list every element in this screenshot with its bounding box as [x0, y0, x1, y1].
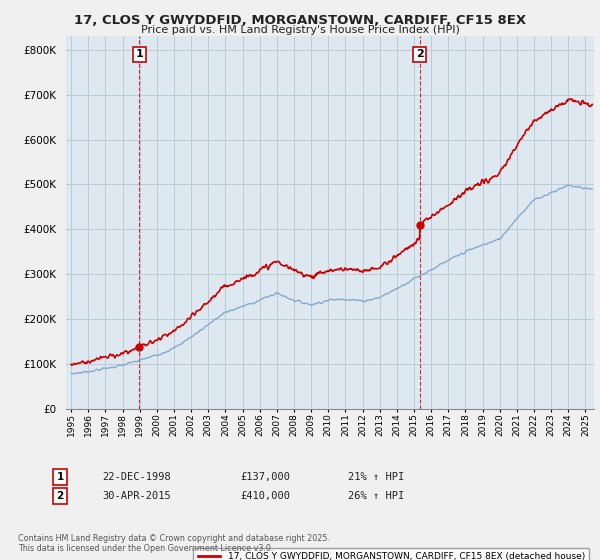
Text: 2: 2: [416, 49, 424, 59]
Text: 1: 1: [56, 472, 64, 482]
Text: 17, CLOS Y GWYDDFID, MORGANSTOWN, CARDIFF, CF15 8EX: 17, CLOS Y GWYDDFID, MORGANSTOWN, CARDIF…: [74, 14, 526, 27]
Text: £137,000: £137,000: [240, 472, 290, 482]
Text: 2: 2: [56, 491, 64, 501]
Text: 30-APR-2015: 30-APR-2015: [102, 491, 171, 501]
Text: 21% ↑ HPI: 21% ↑ HPI: [348, 472, 404, 482]
Text: £410,000: £410,000: [240, 491, 290, 501]
Legend: 17, CLOS Y GWYDDFID, MORGANSTOWN, CARDIFF, CF15 8EX (detached house), HPI: Avera: 17, CLOS Y GWYDDFID, MORGANSTOWN, CARDIF…: [193, 548, 589, 560]
Text: 26% ↑ HPI: 26% ↑ HPI: [348, 491, 404, 501]
Text: 22-DEC-1998: 22-DEC-1998: [102, 472, 171, 482]
Text: 1: 1: [136, 49, 143, 59]
Text: Price paid vs. HM Land Registry's House Price Index (HPI): Price paid vs. HM Land Registry's House …: [140, 25, 460, 35]
Text: Contains HM Land Registry data © Crown copyright and database right 2025.
This d: Contains HM Land Registry data © Crown c…: [18, 534, 330, 553]
